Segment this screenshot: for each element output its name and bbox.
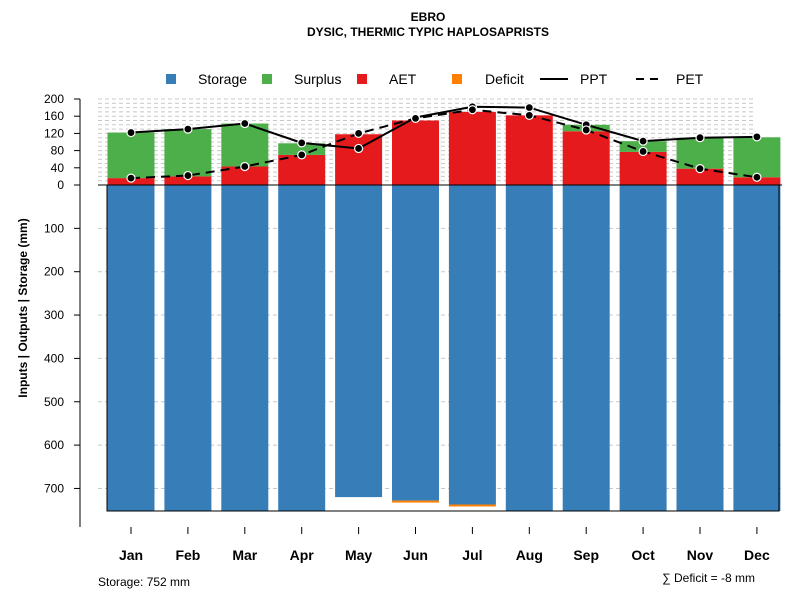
chart-subtitle: DYSIC, THERMIC TYPIC HAPLOSAPRISTS [307,25,549,39]
legend-swatch [262,74,272,84]
pet-point [581,125,591,135]
bar-aet [392,120,439,185]
chart-legend: Storage Surplus AET Deficit PPT PET [166,71,704,87]
x-tick-label: Jun [403,547,428,563]
bar-aet [676,168,724,185]
bar-storage [164,185,212,511]
bar-surplus [676,137,724,169]
x-tick-label: Mar [232,547,257,563]
ppt-point [297,138,307,148]
bar-storage [107,185,155,511]
y-axis-label: Inputs | Outputs | Storage (mm) [16,218,30,397]
bar-deficit [448,504,496,507]
bar-surplus [107,132,155,179]
bar-stacks [107,111,781,511]
y-tick-label: 100 [44,221,64,235]
legend-swatch [166,74,176,84]
line-series [126,102,762,183]
legend-label: Surplus [294,71,341,87]
bar-storage [335,185,383,498]
ppt-point [524,102,534,113]
chart-title: EBRO [411,10,446,24]
bar-deficit [392,500,439,503]
legend-label: Deficit [485,71,524,87]
legend-swatch [452,74,462,84]
pet-point [183,170,193,181]
x-tick-label: Nov [687,547,714,563]
pet-point [524,110,534,120]
bar-aet [619,151,667,185]
storage-note: Storage: 752 mm [98,575,190,589]
pet-point [297,150,307,160]
bar-surplus [164,129,212,177]
bar-aet [448,111,496,185]
pet-point [354,128,364,138]
bar-surplus [278,143,326,155]
ppt-point [240,118,250,129]
bar-storage [733,185,781,511]
pet-point [410,113,421,123]
bar-aet [221,166,269,185]
y-tick-label: 40 [51,161,65,175]
bar-aet [562,131,610,185]
bar-storage [619,185,667,511]
bar-aet [505,115,553,185]
bar-surplus [619,141,667,152]
y-tick-label: 120 [44,126,64,140]
x-tick-label: Dec [744,547,770,563]
ppt-point [126,127,136,138]
y-tick-label: 700 [44,481,64,495]
bar-aet [335,134,383,185]
y-tick-label: 400 [44,351,64,365]
pet-line [130,108,758,180]
y-tick-label: 160 [44,109,64,123]
x-tick-label: Aug [516,547,543,563]
x-tick-label: Apr [290,547,315,563]
ppt-line [130,105,757,150]
pet-point [752,172,762,182]
bar-aet [278,154,326,185]
y-tick-label: 200 [44,92,64,106]
legend-swatch [357,74,367,84]
y-tick-label: 200 [44,265,64,279]
bar-storage [505,185,553,511]
x-tick-label: Feb [175,547,200,563]
bar-storage [448,185,496,505]
ppt-point [638,136,648,146]
pet-point [695,164,705,174]
legend-label: Storage [198,71,247,87]
bar-surplus [221,123,269,167]
pet-point [467,105,477,115]
pet-point [240,161,250,172]
x-tick-label: Jul [462,547,482,563]
pet-point [638,146,648,157]
pet-point [126,173,136,183]
ppt-point [354,143,364,154]
y-tick-label: 80 [51,144,65,158]
ppt-point [183,124,193,134]
y-tick-label: 500 [44,395,64,409]
bar-storage [676,185,724,511]
ppt-point [695,133,705,143]
deficit-note: ∑ Deficit = -8 mm [662,571,755,585]
ppt-point [752,132,762,142]
legend-label: AET [389,71,417,87]
bar-surplus [733,137,781,178]
bar-storage [278,185,326,511]
x-tick-label: Sep [573,547,599,563]
bar-storage [562,185,610,511]
x-tick-label: Jan [119,547,143,563]
bar-storage [392,185,439,501]
legend-label: PPT [580,71,608,87]
bar-aet [164,176,212,185]
y-tick-label: 300 [44,308,64,322]
bar-storage [221,185,269,511]
legend-label: PET [676,71,704,87]
y-tick-label: 600 [44,438,64,452]
y-tick-label: 0 [57,178,64,192]
x-tick-label: Oct [631,547,655,563]
x-tick-label: May [345,547,372,563]
